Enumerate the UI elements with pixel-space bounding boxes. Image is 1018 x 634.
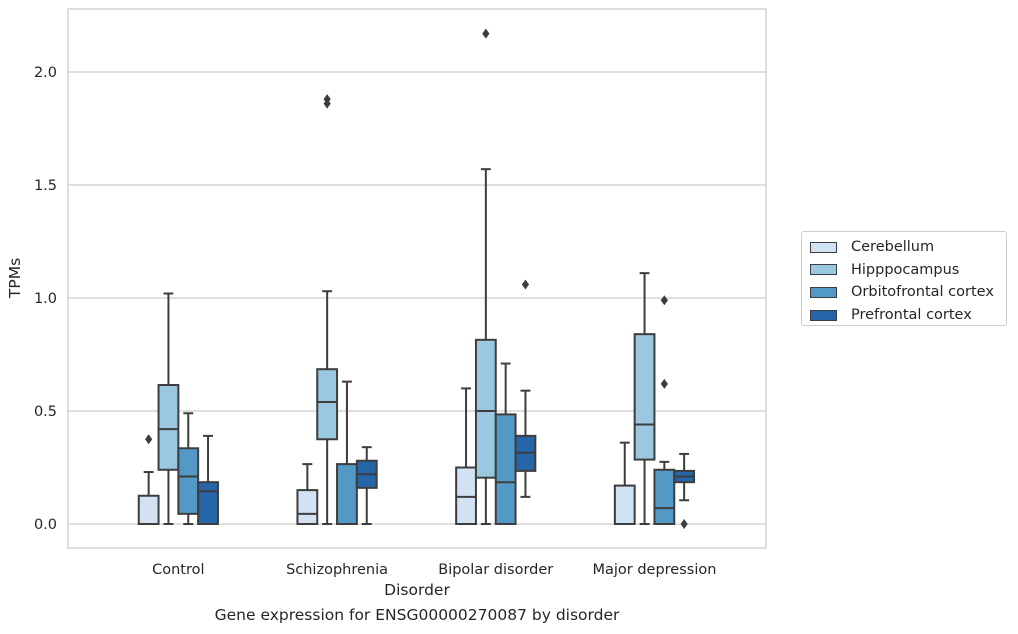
legend-item-hippocampus: Hipppocampus bbox=[810, 259, 1006, 282]
legend: Cerebellum Hipppocampus Orbitofrontal co… bbox=[801, 231, 1007, 326]
legend-label-cerebellum: Cerebellum bbox=[851, 239, 935, 256]
legend-label-prefrontal-cortex: Prefrontal cortex bbox=[851, 307, 972, 324]
box-iqr bbox=[633, 333, 656, 461]
x-axis-label: Disorder bbox=[384, 581, 450, 599]
box-iqr bbox=[494, 413, 517, 526]
box-iqr bbox=[455, 466, 477, 525]
y-tick-label: 0.5 bbox=[34, 404, 57, 420]
box-cerebellum-schizophrenia bbox=[296, 463, 319, 526]
y-tick-label: 0.0 bbox=[34, 517, 57, 533]
y-axis-label: TPMs bbox=[6, 258, 24, 299]
box-iqr bbox=[336, 463, 358, 525]
box-iqr bbox=[157, 384, 180, 471]
box-hipppocampus-control bbox=[157, 292, 180, 525]
x-tick-label: Bipolar disorder bbox=[438, 562, 553, 578]
plot-frame bbox=[67, 8, 767, 549]
x-tick-labels: Control Schizophrenia Bipolar disorder Majo… bbox=[152, 562, 716, 578]
box-hipppocampus-bipolar-disorder bbox=[474, 28, 497, 525]
x-tick-label: Major depression bbox=[592, 562, 716, 578]
legend-swatch-prefrontal-cortex bbox=[810, 309, 837, 321]
figure-caption: Gene expression for ENSG00000270087 by d… bbox=[214, 606, 620, 624]
legend-swatch-hippocampus bbox=[810, 264, 837, 276]
box-iqr bbox=[197, 481, 219, 526]
legend-label-hippocampus: Hipppocampus bbox=[851, 261, 960, 278]
box-prefrontal-cortex-schizophrenia bbox=[355, 446, 378, 525]
box-cerebellum-control bbox=[137, 434, 160, 525]
outlier-point bbox=[680, 519, 688, 529]
x-tick-label: Control bbox=[152, 562, 204, 578]
y-tick-label: 1.5 bbox=[34, 178, 57, 194]
box-iqr bbox=[137, 494, 160, 525]
box-orbitofrontal-cortex-major-depression bbox=[653, 295, 676, 526]
box-iqr bbox=[296, 489, 319, 526]
legend-swatch-orbitofrontal-cortex bbox=[810, 286, 837, 298]
box-cerebellum-bipolar-disorder bbox=[455, 387, 477, 525]
y-tick-label: 1.0 bbox=[34, 291, 57, 307]
legend-swatch-cerebellum bbox=[810, 241, 837, 253]
outlier-point bbox=[660, 295, 668, 306]
box-iqr bbox=[474, 338, 497, 479]
box-orbitofrontal-cortex-schizophrenia bbox=[336, 380, 358, 525]
legend-label-orbitofrontal-cortex: Orbitofrontal cortex bbox=[851, 284, 994, 301]
box-iqr bbox=[613, 484, 636, 525]
box-cerebellum-major-depression bbox=[613, 441, 636, 525]
outlier-point bbox=[145, 434, 153, 445]
y-tick-label: 2.0 bbox=[34, 65, 57, 81]
box-hipppocampus-major-depression bbox=[633, 272, 656, 525]
box-prefrontal-cortex-major-depression bbox=[673, 452, 696, 529]
legend-item-cerebellum: Cerebellum bbox=[810, 236, 1006, 259]
box-orbitofrontal-cortex-control bbox=[177, 412, 200, 525]
box-orbitofrontal-cortex-bipolar-disorder bbox=[494, 362, 517, 526]
boxes bbox=[137, 28, 696, 529]
box-prefrontal-cortex-bipolar-disorder bbox=[514, 279, 537, 498]
x-tick-label: Schizophrenia bbox=[286, 562, 388, 578]
box-hipppocampus-schizophrenia bbox=[316, 94, 339, 525]
outlier-point bbox=[482, 28, 490, 39]
outlier-point bbox=[323, 94, 331, 105]
legend-item-prefrontal-cortex: Prefrontal cortex bbox=[810, 304, 1006, 327]
box-iqr bbox=[177, 447, 200, 515]
box-prefrontal-cortex-control bbox=[197, 434, 219, 526]
box-iqr bbox=[316, 368, 339, 441]
box-iqr bbox=[653, 468, 676, 526]
y-tick-labels: 0.0 0.5 1.0 1.5 2.0 bbox=[34, 65, 57, 533]
outlier-point bbox=[660, 378, 668, 389]
legend-item-orbitofrontal-cortex: Orbitofrontal cortex bbox=[810, 281, 1006, 304]
outlier-point bbox=[521, 279, 530, 290]
